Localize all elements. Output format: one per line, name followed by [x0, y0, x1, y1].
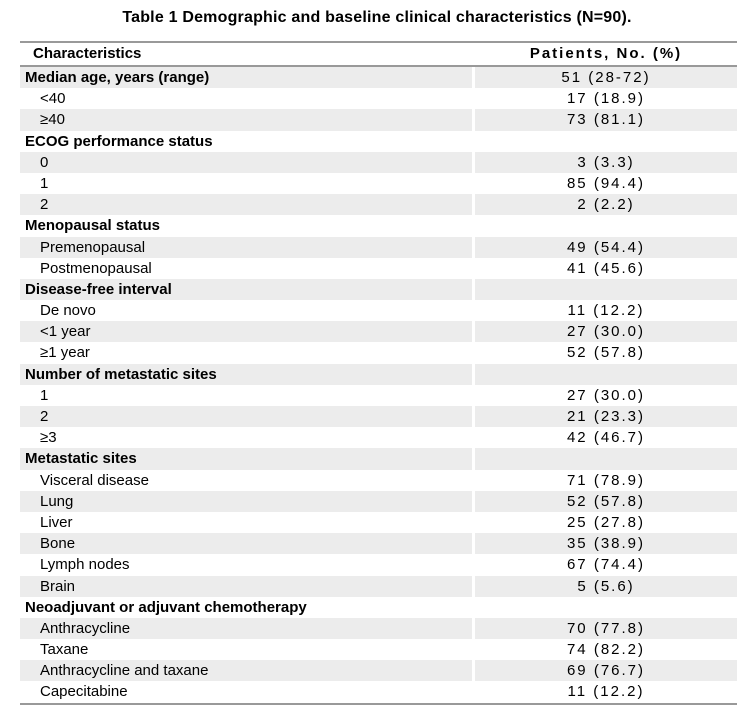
- row-label: Number of metastatic sites: [20, 363, 472, 385]
- row-label: ≥3: [40, 429, 57, 447]
- table-header-row: Characteristics Patients, No. (%): [20, 41, 737, 67]
- row-label: Liver: [40, 513, 73, 531]
- row-label: 1: [40, 174, 49, 192]
- row-value: 67 (74.4): [566, 556, 646, 574]
- row-value: 2 (2.2): [475, 194, 737, 216]
- row-label: Lung: [20, 490, 472, 512]
- row-value: 42 (46.7): [566, 429, 646, 447]
- row-label: Postmenopausal: [40, 259, 152, 277]
- row-value: 41 (45.6): [566, 259, 646, 277]
- row-label: 0: [20, 151, 472, 173]
- column-header-characteristics: Characteristics: [33, 45, 142, 62]
- row-value: 27 (30.0): [475, 321, 737, 343]
- table-row: Taxane 74 (82.2): [20, 639, 737, 660]
- row-value: 27 (30.0): [566, 386, 646, 404]
- row-label: <1 year: [20, 321, 472, 343]
- row-label: Metastatic sites: [20, 448, 472, 470]
- table-row: Lymph nodes 67 (74.4): [20, 554, 737, 575]
- row-label: 1: [40, 386, 49, 404]
- row-value: 51 (28-72): [475, 67, 737, 89]
- row-value: 5 (5.6): [475, 575, 737, 597]
- row-value: 74 (82.2): [566, 641, 646, 659]
- table-row: ≥3 42 (46.7): [20, 427, 737, 448]
- row-label: ≥40: [20, 109, 472, 131]
- row-value: 21 (23.3): [475, 406, 737, 428]
- row-value: 17 (18.9): [566, 90, 646, 108]
- table-row: Anthracycline 70 (77.8): [20, 617, 737, 640]
- row-label: Visceral disease: [40, 471, 149, 489]
- row-label: Brain: [20, 575, 472, 597]
- row-label: Anthracycline: [20, 617, 472, 640]
- table-row: Postmenopausal 41 (45.6): [20, 258, 737, 279]
- table-row: Visceral disease 71 (78.9): [20, 470, 737, 491]
- row-value: 52 (57.8): [475, 490, 737, 512]
- section-row: Neoadjuvant or adjuvant chemotherapy: [20, 597, 737, 618]
- table-row: Premenopausal 49 (54.4): [20, 236, 737, 258]
- row-value: [475, 597, 737, 618]
- row-label: Bone: [20, 533, 472, 555]
- row-value: 11 (12.2): [567, 302, 645, 320]
- section-row: ECOG performance status: [20, 131, 737, 152]
- section-row: Median age, years (range) 51 (28-72): [20, 67, 737, 89]
- row-label: Disease-free interval: [20, 278, 472, 301]
- row-value: 69 (76.7): [475, 660, 737, 682]
- section-row: Number of metastatic sites: [20, 363, 737, 385]
- table-row: Brain 5 (5.6): [20, 575, 737, 597]
- section-row: Metastatic sites: [20, 448, 737, 470]
- table-row: ≥1 year 52 (57.8): [20, 342, 737, 363]
- row-value: [475, 278, 737, 301]
- column-header-patients: Patients, No. (%): [529, 45, 683, 62]
- row-label: Lymph nodes: [40, 556, 130, 574]
- row-value: [475, 215, 737, 236]
- row-value: 52 (57.8): [566, 344, 646, 362]
- section-row: Menopausal status: [20, 215, 737, 236]
- row-label: Capecitabine: [40, 683, 128, 701]
- table-row: Capecitabine 11 (12.2): [20, 681, 737, 702]
- table-row: 2 21 (23.3): [20, 406, 737, 428]
- table-row: 1 27 (30.0): [20, 385, 737, 406]
- table-row: ≥40 73 (81.1): [20, 109, 737, 131]
- row-value: 25 (27.8): [566, 513, 646, 531]
- table-row: <1 year 27 (30.0): [20, 321, 737, 343]
- row-value: 70 (77.8): [475, 617, 737, 640]
- section-row: Disease-free interval: [20, 278, 737, 301]
- row-label: ECOG performance status: [25, 132, 213, 150]
- row-value: 71 (78.9): [566, 471, 646, 489]
- row-value: [475, 448, 737, 470]
- table-row: Lung 52 (57.8): [20, 490, 737, 512]
- row-value: 73 (81.1): [475, 109, 737, 131]
- row-label: Menopausal status: [25, 217, 161, 235]
- row-label: ≥1 year: [40, 344, 90, 362]
- row-label: Taxane: [40, 641, 89, 659]
- table-row: Bone 35 (38.9): [20, 533, 737, 555]
- table-row: Liver 25 (27.8): [20, 512, 737, 533]
- characteristics-table: Characteristics Patients, No. (%) Median…: [20, 41, 737, 705]
- row-label: De novo: [40, 302, 96, 320]
- row-value: 35 (38.9): [475, 533, 737, 555]
- row-label: 2: [20, 194, 472, 216]
- table-body: Median age, years (range) 51 (28-72) <40 17…: [20, 67, 737, 705]
- table-row: De novo 11 (12.2): [20, 300, 737, 321]
- row-value: 3 (3.3): [475, 151, 737, 173]
- table-row: Anthracycline and taxane 69 (76.7): [20, 660, 737, 682]
- table-row: <40 17 (18.9): [20, 88, 737, 109]
- row-label: Neoadjuvant or adjuvant chemotherapy: [25, 598, 307, 616]
- row-value: 11 (12.2): [567, 683, 645, 701]
- table-title: Table 1 Demographic and baseline clinica…: [122, 9, 632, 26]
- table-row: 1 85 (94.4): [20, 173, 737, 194]
- row-label: Premenopausal: [20, 236, 472, 258]
- row-label: 2: [20, 406, 472, 428]
- row-value: [475, 363, 737, 385]
- row-label: <40: [40, 90, 66, 108]
- row-label: Median age, years (range): [20, 67, 472, 89]
- row-value: [475, 131, 737, 152]
- row-value: 49 (54.4): [475, 236, 737, 258]
- row-label: Anthracycline and taxane: [20, 660, 472, 682]
- row-value: 85 (94.4): [566, 174, 646, 192]
